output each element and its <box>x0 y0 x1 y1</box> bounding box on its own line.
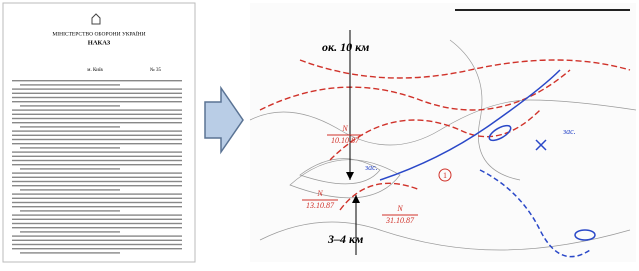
text-line <box>12 80 182 81</box>
text-line <box>12 227 182 228</box>
text-line <box>12 151 182 152</box>
marker-date: 10.10.87 <box>331 136 360 145</box>
text-line <box>12 97 182 98</box>
note: зас. <box>562 127 576 136</box>
text-line <box>12 139 182 140</box>
text-line <box>12 206 182 207</box>
text-line <box>12 198 182 199</box>
text-line <box>12 185 182 186</box>
text-line <box>12 177 182 178</box>
text-line <box>20 231 120 232</box>
text-line <box>20 105 120 106</box>
text-line <box>12 240 182 241</box>
text-line <box>20 126 120 127</box>
text-line <box>12 181 182 182</box>
text-line <box>12 223 182 224</box>
text-line <box>12 122 182 123</box>
text-line <box>12 164 182 165</box>
text-line <box>20 147 120 148</box>
text-line <box>12 135 182 136</box>
text-line <box>12 143 182 144</box>
marker-code: N <box>316 189 323 198</box>
text-line <box>20 84 120 85</box>
text-line <box>20 252 120 253</box>
marker-code: N <box>396 204 403 213</box>
document-page: МІНІСТЕРСТВО ОБОРОНИ УКРАЇНИ НАКАЗ м. Ки… <box>3 3 195 262</box>
arrow <box>205 88 243 152</box>
marker-date: 13.10.87 <box>306 201 335 210</box>
ministry: МІНІСТЕРСТВО ОБОРОНИ УКРАЇНИ <box>52 30 145 37</box>
marker-date: 31.10.87 <box>385 216 415 225</box>
order-title: НАКАЗ <box>88 39 111 46</box>
order-number: № 35 <box>150 67 162 73</box>
text-line <box>12 248 182 249</box>
text-line <box>12 156 182 157</box>
text-line <box>20 210 120 211</box>
map: ок. 10 км 3–4 км N 10.10.87 N 31.10.87 N 13.1… <box>250 3 636 262</box>
text-line <box>12 88 182 89</box>
text-line <box>12 219 182 220</box>
text-line <box>12 202 182 203</box>
text-line <box>12 244 182 245</box>
text-line <box>20 189 120 190</box>
text-line <box>12 160 182 161</box>
note: зас. <box>364 163 378 172</box>
city: м. Київ <box>87 68 103 73</box>
distance-label: 3–4 км <box>327 232 363 246</box>
screen: МІНІСТЕРСТВО ОБОРОНИ УКРАЇНИ НАКАЗ м. Ки… <box>0 0 639 266</box>
text-line <box>20 168 120 169</box>
text-line <box>12 172 182 173</box>
text-line <box>12 114 182 115</box>
marker-code: N <box>341 124 348 133</box>
text-line <box>12 93 182 94</box>
text-line <box>12 193 182 194</box>
text-line <box>12 109 182 110</box>
text-line <box>12 130 182 131</box>
distance-label: ок. 10 км <box>322 40 369 54</box>
text-line <box>12 118 182 119</box>
text-line <box>12 101 182 102</box>
note: 1 <box>443 171 447 180</box>
text-line <box>12 235 182 236</box>
text-line <box>12 214 182 215</box>
